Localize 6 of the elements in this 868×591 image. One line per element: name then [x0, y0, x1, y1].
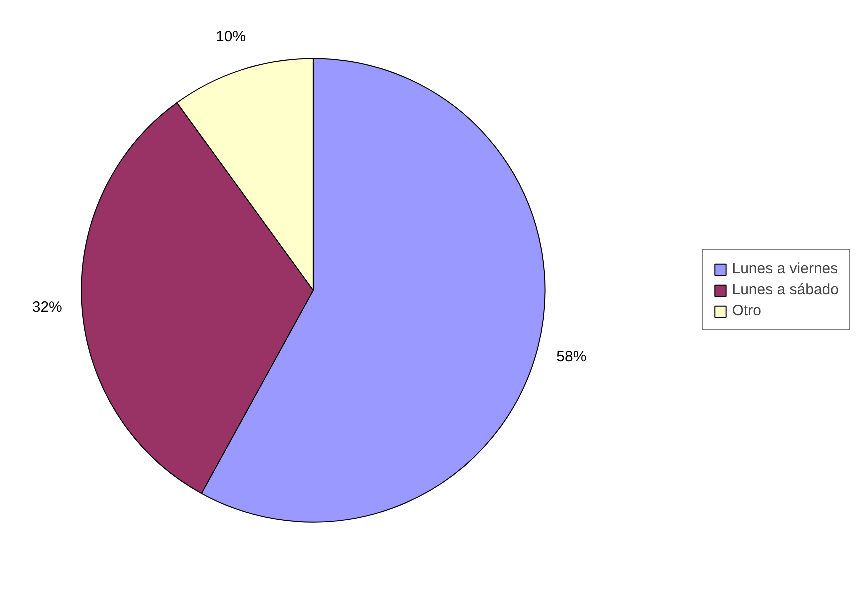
data-label: 32%	[32, 298, 62, 316]
legend-label: Lunes a viernes	[732, 260, 838, 278]
data-label: 58%	[556, 348, 587, 366]
data-label: 10%	[216, 28, 246, 46]
legend-label: Lunes a sábado	[732, 282, 839, 298]
legend-label: Otro	[732, 302, 762, 320]
